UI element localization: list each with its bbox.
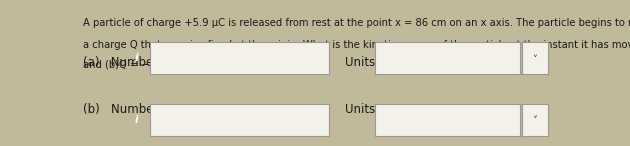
Text: (b)   Number: (b) Number xyxy=(83,103,158,116)
Text: Units: Units xyxy=(345,103,375,116)
Text: a charge Q that remains fixed at the origin. What is the kinetic energy of the p: a charge Q that remains fixed at the ori… xyxy=(83,40,630,50)
Text: i: i xyxy=(135,115,139,125)
Text: ˅: ˅ xyxy=(532,116,537,126)
Text: ˅: ˅ xyxy=(532,55,537,65)
Text: and (b)Q = −75 μC?: and (b)Q = −75 μC? xyxy=(83,60,184,70)
Text: i: i xyxy=(135,53,139,63)
Text: Units: Units xyxy=(345,56,375,69)
Text: (a)   Number: (a) Number xyxy=(83,56,158,69)
Text: A particle of charge +5.9 μC is released from rest at the point x = 86 cm on an : A particle of charge +5.9 μC is released… xyxy=(83,18,630,28)
